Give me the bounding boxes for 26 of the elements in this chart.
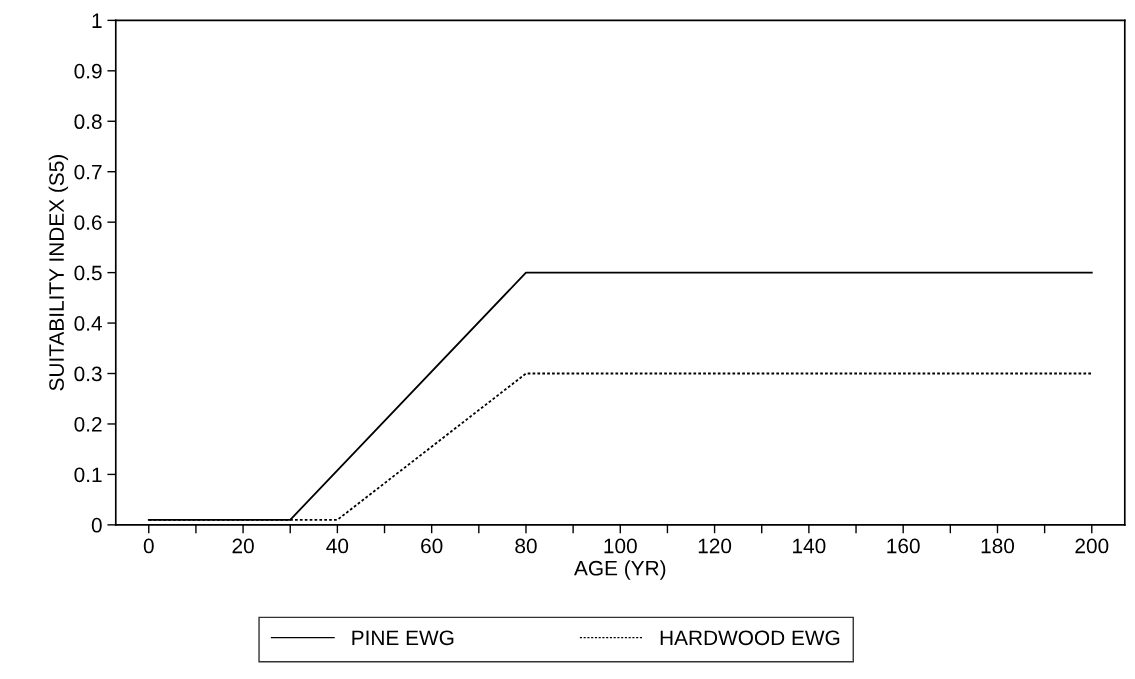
y-tick-label: 0.3 [74,366,102,382]
y-tick-label: 0.9 [74,63,102,79]
x-tick-label: 160 [887,538,920,554]
y-tick-label: 0.1 [74,467,102,483]
x-tick-label: 200 [1075,538,1109,554]
x-axis-title: AGE (YR) [574,560,666,580]
y-axis-title: SUITABILITY INDEX (S5) [48,155,69,391]
legend-label: HARDWOOD EWG [660,630,840,646]
x-tick-label: 120 [698,538,732,554]
x-tick-label: 20 [232,538,254,554]
legend-label: PINE EWG [352,630,454,646]
y-tick-label: 0.4 [74,316,102,331]
y-tick-label: 1 [92,13,102,28]
y-tick-label: 0.7 [74,164,102,180]
x-tick-label: 80 [515,538,537,554]
x-tick-label: 60 [421,538,443,554]
x-tick-label: 0 [143,538,154,554]
y-tick-label: 0.2 [74,416,102,432]
x-tick-label: 180 [981,538,1015,554]
y-tick-label: 0.6 [74,215,102,230]
x-tick-label: 140 [793,538,826,554]
x-tick-label: 40 [326,538,349,554]
y-tick-label: 0.5 [74,265,102,281]
y-tick-label: 0 [91,517,102,533]
y-tick-label: 0.8 [74,114,102,130]
x-tick-label: 100 [604,538,637,554]
